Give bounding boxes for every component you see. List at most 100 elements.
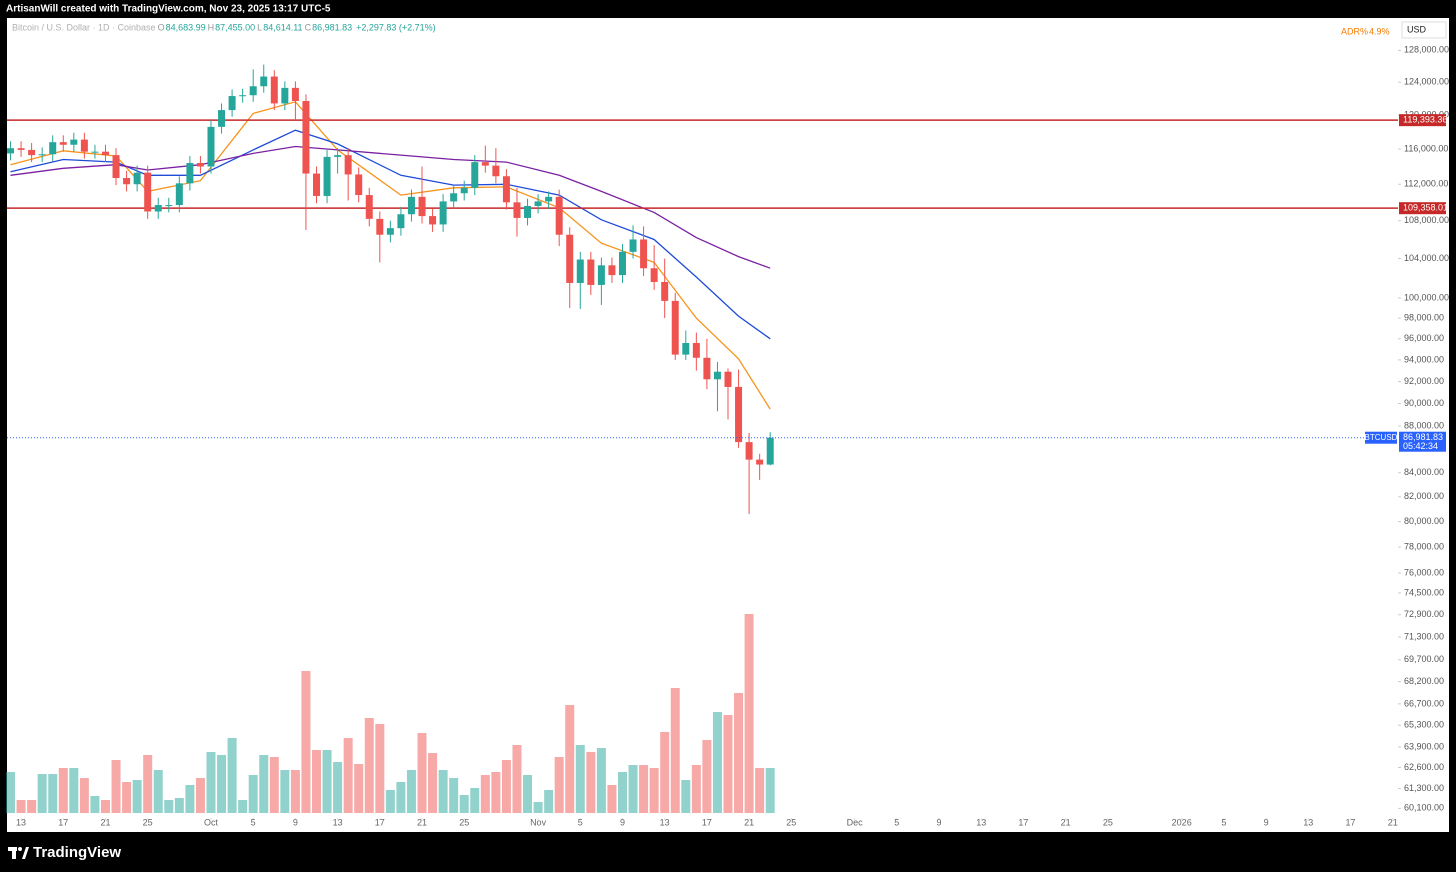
volume-bar	[533, 802, 543, 813]
x-tick-label: 9	[937, 817, 942, 827]
x-tick-label: 13	[1303, 817, 1313, 827]
volume-bar	[164, 800, 174, 813]
candle-body	[745, 442, 753, 460]
candle-body	[302, 100, 310, 174]
ohlc-key: O	[158, 22, 165, 32]
candle-body	[555, 196, 563, 235]
volume-bar	[628, 765, 638, 813]
x-tick-label: 13	[660, 817, 670, 827]
volume-bar	[501, 760, 511, 813]
volume-bar	[544, 790, 554, 813]
y-tick-label: 104,000.00	[1404, 253, 1449, 263]
candle-body	[281, 87, 289, 104]
y-tick-label: 124,000.00	[1404, 77, 1449, 87]
volume-bar	[681, 780, 691, 813]
y-tick-label: 96,000.00	[1404, 333, 1444, 343]
volume-bar	[27, 800, 37, 813]
x-tick-label: 17	[375, 817, 385, 827]
logo-part	[12, 847, 16, 859]
candle-body	[460, 187, 468, 194]
ohlc-value: 87,455.00	[215, 22, 255, 32]
level-label-box	[1399, 202, 1446, 215]
indicator-name: ADR%	[1341, 26, 1368, 36]
volume-bar	[385, 790, 395, 813]
x-tick-label: Nov	[530, 817, 547, 827]
candle-body	[481, 162, 489, 166]
candle-body	[376, 218, 384, 235]
candle-body	[471, 162, 479, 188]
ohlc-key: L	[257, 22, 262, 32]
candle-body	[502, 176, 510, 203]
price-box	[1399, 431, 1446, 452]
y-tick-label: 112,000.00	[1404, 179, 1448, 189]
volume-bar	[660, 732, 670, 813]
candle-body	[7, 148, 15, 154]
y-tick-label: 128,000.00	[1404, 45, 1449, 55]
candle-body	[334, 155, 342, 157]
volume-bar	[491, 772, 501, 813]
x-tick-label: 17	[1346, 817, 1356, 827]
currency-box[interactable]	[1401, 21, 1447, 39]
symbol-box	[1365, 431, 1397, 444]
candle-body	[365, 195, 373, 219]
candle-body	[323, 156, 331, 196]
volume-bar	[470, 788, 480, 813]
volume-bar	[480, 775, 490, 813]
candle-body	[534, 201, 542, 206]
header-title: ArtisanWill created with TradingView.com…	[6, 4, 331, 15]
candle-body	[576, 259, 584, 283]
volume-bar	[322, 750, 332, 813]
volume-bar	[153, 770, 163, 813]
candle-body	[228, 96, 236, 111]
x-tick-label: 21	[100, 817, 110, 827]
candle-body	[249, 86, 257, 96]
change: +2,297.83 (+2.71%)	[356, 22, 436, 32]
volume-bar	[301, 671, 311, 813]
candle-body	[492, 165, 500, 177]
volume-bar	[375, 724, 385, 813]
candle-body	[133, 172, 141, 185]
candle-body	[618, 251, 626, 276]
candle-body	[70, 139, 78, 145]
volume-bar	[6, 772, 16, 813]
candle-body	[144, 172, 152, 212]
candle-body	[713, 371, 721, 380]
indicator-value: 4.9%	[1369, 26, 1390, 36]
volume-bar	[712, 712, 722, 813]
x-tick-label: 5	[251, 817, 256, 827]
candle-body	[123, 178, 131, 185]
ohlc-value: 84,683.99	[166, 22, 206, 32]
level-label: 119,393.36	[1403, 115, 1447, 125]
volume-bar	[734, 693, 744, 813]
volume-bar	[37, 774, 47, 813]
y-tick-label: 92,000.00	[1404, 376, 1444, 386]
volume-bar	[269, 757, 279, 813]
volume-bar	[449, 778, 459, 813]
x-tick-label: 21	[1388, 817, 1398, 827]
y-tick-label: 74,500.00	[1404, 587, 1444, 597]
x-tick-label: 21	[744, 817, 754, 827]
y-tick-label: 71,300.00	[1404, 631, 1444, 641]
candle-body	[91, 151, 99, 153]
y-tick-label: 116,000.00	[1404, 143, 1448, 153]
x-tick-label: 13	[976, 817, 986, 827]
candle-body	[397, 214, 405, 229]
volume-bar	[744, 614, 754, 813]
volume-bar	[428, 753, 438, 813]
volume-bar	[417, 733, 427, 813]
volume-bar	[554, 757, 564, 813]
logo-part	[18, 847, 22, 851]
volume-bar	[723, 715, 733, 813]
volume-bar	[90, 796, 100, 813]
y-tick-label: 63,900.00	[1404, 741, 1444, 751]
volume-bar	[364, 718, 374, 813]
volume-bar	[607, 785, 617, 813]
x-tick-label: 9	[293, 817, 298, 827]
volume-bar	[312, 750, 322, 813]
volume-bar	[649, 768, 659, 813]
candle-body	[407, 196, 415, 215]
y-tick-label: 62,600.00	[1404, 762, 1444, 772]
ohlc-key: H	[208, 22, 215, 32]
candle-body	[313, 173, 321, 196]
x-tick-label: 21	[417, 817, 427, 827]
